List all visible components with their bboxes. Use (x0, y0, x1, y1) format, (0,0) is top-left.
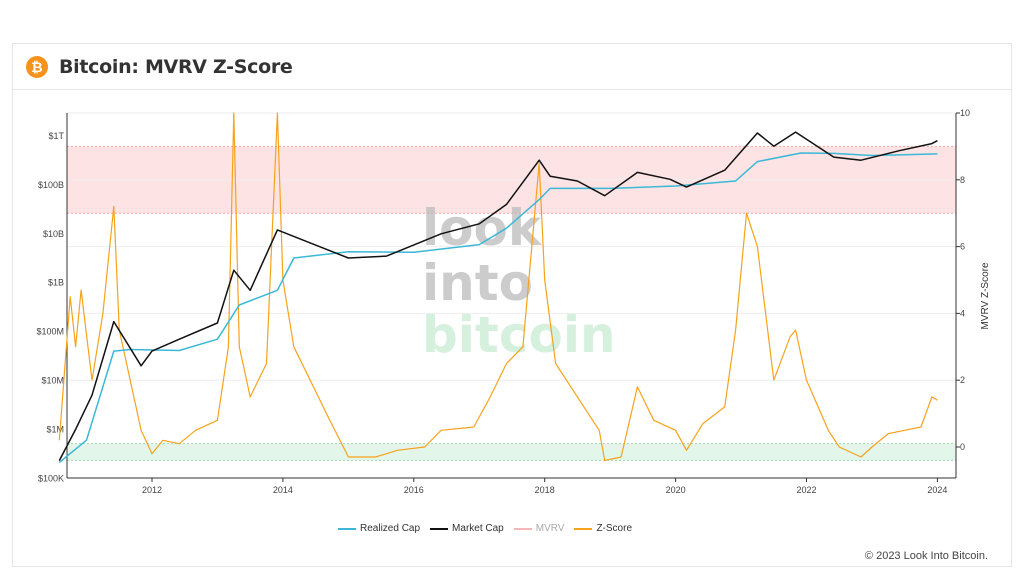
legend: Realized Cap Market Cap MVRV Z-Score (338, 523, 632, 534)
copyright: © 2023 Look Into Bitcoin. (864, 550, 988, 562)
watermark-text: into (422, 254, 533, 312)
y-right-tick-label: 10 (960, 108, 970, 118)
legend-realized-cap[interactable]: Realized Cap (338, 523, 420, 534)
legend-label: Z-Score (596, 523, 633, 534)
legend-label: Market Cap (452, 523, 504, 534)
legend-market-cap[interactable]: Market Cap (430, 523, 504, 534)
legend-label: MVRV (535, 523, 565, 534)
series-market-cap (58, 131, 938, 461)
y-left-tick-label: $10M (41, 376, 64, 386)
y-left-tick-label: $1B (48, 278, 64, 288)
x-tick-label: 2014 (273, 485, 293, 495)
x-tick-label: 2016 (404, 485, 424, 495)
legend-z-score[interactable]: Z-Score (574, 523, 632, 534)
bitcoin-logo-icon: ₿ (26, 55, 48, 78)
y-left-tick-label: $10B (43, 229, 64, 239)
green-band (67, 443, 956, 461)
y-left-tick-label: $100M (36, 327, 64, 337)
y-right-tick-label: 8 (960, 175, 965, 185)
series-realized-cap (58, 152, 938, 464)
y-right-tick-label: 0 (960, 442, 965, 452)
x-tick-label: 2018 (535, 485, 555, 495)
x-tick-label: 2020 (666, 485, 686, 495)
y-left-tick-label: $1M (46, 424, 64, 434)
x-tick-label: 2022 (796, 485, 816, 495)
card-header: ₿ Bitcoin: MVRV Z-Score (13, 44, 1011, 90)
y-right-tick-label: 4 (960, 308, 965, 318)
y-right-tick-label: 2 (960, 375, 965, 385)
x-tick-label: 2012 (142, 485, 162, 495)
chart-card: ₿ Bitcoin: MVRV Z-Score (12, 43, 1012, 567)
x-tick-label: 2024 (927, 485, 947, 495)
watermark-text: look (422, 199, 543, 257)
y-right-axis-label: MVRV Z-Score (980, 262, 991, 329)
y-left-tick-label: $1T (48, 131, 64, 141)
y-left-tick-label: $100B (38, 180, 64, 190)
legend-label: Realized Cap (360, 523, 421, 534)
watermark-text: bitcoin (422, 306, 616, 364)
y-left-tick-label: $100K (38, 473, 64, 483)
legend-mvrv[interactable]: MVRV (513, 523, 565, 534)
series-z-score (58, 112, 938, 461)
y-right-tick-label: 6 (960, 242, 965, 252)
page-title: Bitcoin: MVRV Z-Score (59, 55, 293, 78)
